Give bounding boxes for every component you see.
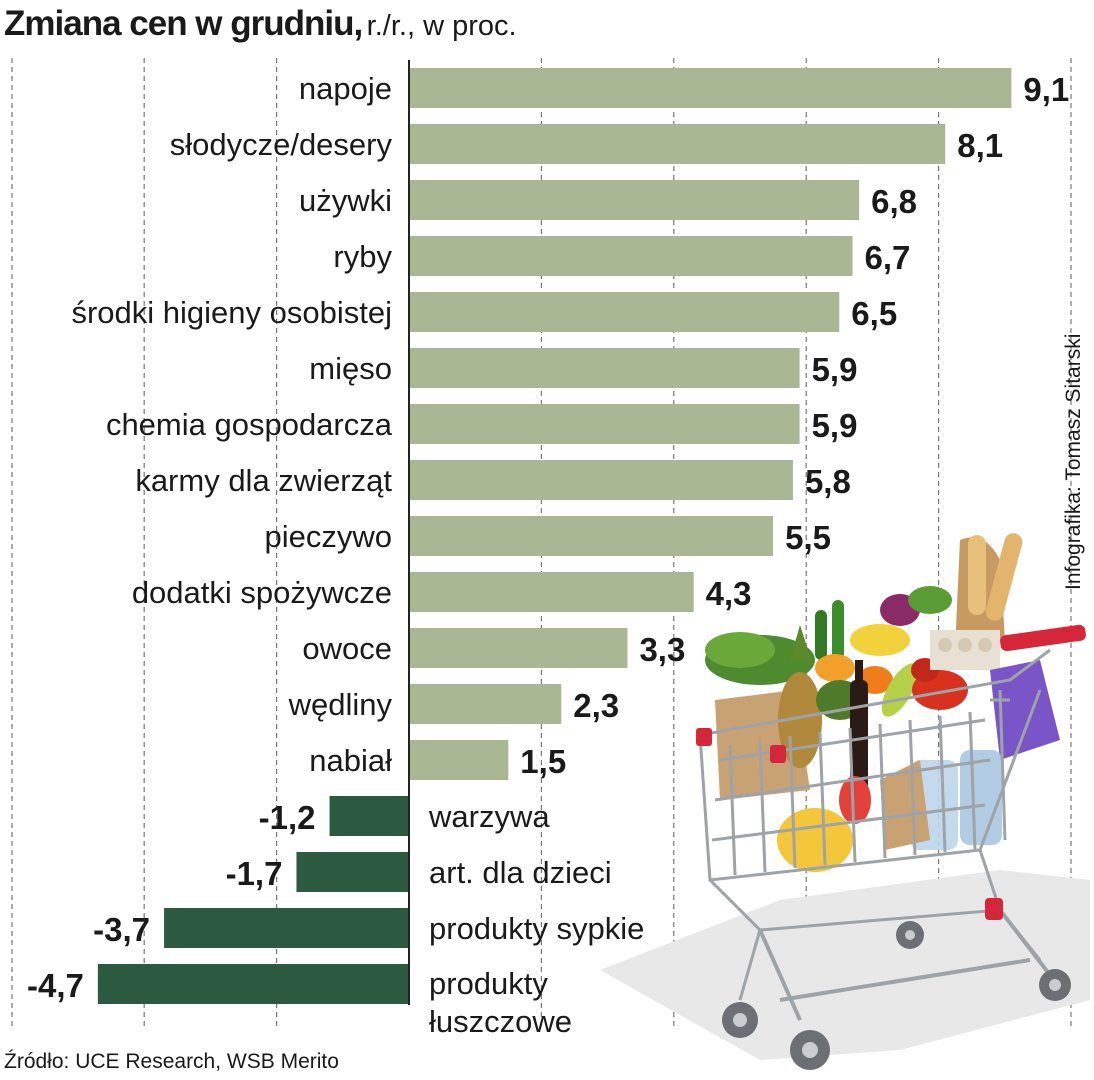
- category-label: dodatki spożywcze: [132, 575, 392, 610]
- value-label: -3,7: [93, 911, 150, 948]
- bar: [164, 908, 409, 948]
- value-label: -1,2: [259, 799, 316, 836]
- bar: [409, 180, 860, 220]
- chart-title: Zmiana cen w grudniu, r./r., w proc.: [4, 0, 517, 48]
- cart-frame: [698, 648, 1052, 1021]
- bar: [409, 292, 840, 332]
- value-label: 5,9: [812, 407, 858, 444]
- bars: [97, 68, 1012, 1004]
- category-label: środki higieny osobistej: [71, 295, 392, 330]
- source-note: Źródło: UCE Research, WSB Merito: [4, 1050, 339, 1073]
- category-label: produkty łuszczowe: [429, 966, 572, 1039]
- category-label: napoje: [299, 71, 392, 106]
- value-label: 3,3: [639, 631, 685, 668]
- category-labels: napoje słodycze/desery używki ryby środki hi…: [71, 71, 644, 1039]
- title-main: Zmiana cen w grudniu,: [4, 4, 363, 43]
- bar: [296, 852, 409, 892]
- infographic-credit: Infografika: Tomasz Sitarski: [1062, 333, 1085, 590]
- bar: [409, 68, 1012, 108]
- bar: [409, 516, 774, 556]
- category-label: produkty sypkie: [429, 911, 644, 946]
- value-label: 8,1: [957, 127, 1003, 164]
- title-subtitle: r./r., w proc.: [366, 10, 517, 42]
- category-label: słodycze/desery: [170, 127, 393, 162]
- value-label: 4,3: [706, 575, 752, 612]
- cart-wheels: [722, 921, 1071, 1070]
- value-label: 5,8: [805, 463, 851, 500]
- category-label: karmy dla zwierząt: [135, 463, 392, 498]
- bar: [409, 572, 694, 612]
- value-label: 6,7: [865, 239, 911, 276]
- value-label: 5,9: [812, 351, 858, 388]
- bar: [97, 964, 410, 1004]
- bar: [409, 404, 800, 444]
- bar: [409, 740, 509, 780]
- category-label: chemia gospodarcza: [106, 407, 393, 442]
- bar: [409, 460, 793, 500]
- category-label: art. dla dzieci: [429, 855, 612, 890]
- cart-shadow: [600, 870, 1090, 1060]
- value-label: 1,5: [520, 743, 566, 780]
- bar: [409, 628, 628, 668]
- bar: [409, 684, 562, 724]
- value-label: -4,7: [27, 967, 84, 1004]
- groceries: [705, 533, 1060, 872]
- value-label: 2,3: [573, 687, 619, 724]
- value-labels: 9,1 8,1 6,8 6,7 6,5 5,9 5,9 5,8 5,5 4,3 3,3 2,31,5 -…: [27, 71, 1069, 1004]
- category-label: wędliny: [288, 687, 393, 722]
- value-label: 9,1: [1023, 71, 1069, 108]
- bar: [329, 796, 409, 836]
- bar: [409, 236, 853, 276]
- bar: [409, 124, 946, 164]
- value-label: -1,7: [226, 855, 283, 892]
- value-label: 6,5: [851, 295, 897, 332]
- category-label: pieczywo: [265, 519, 393, 554]
- category-label: ryby: [333, 239, 392, 274]
- bar: [409, 348, 800, 388]
- value-label: 5,5: [785, 519, 831, 556]
- value-label: 6,8: [871, 183, 917, 220]
- cart-accents: [696, 624, 1086, 920]
- category-label: owoce: [302, 631, 392, 666]
- category-label: nabiał: [309, 743, 392, 778]
- category-label: mięso: [309, 351, 392, 386]
- category-label: używki: [299, 183, 392, 218]
- category-label: warzywa: [428, 799, 550, 834]
